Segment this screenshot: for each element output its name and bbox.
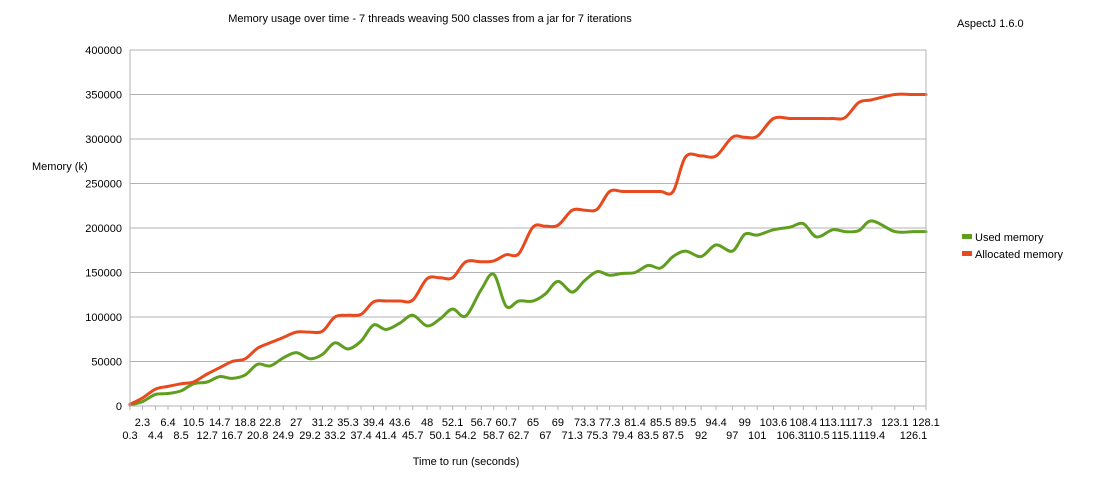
x-tick-label: 6.4 xyxy=(160,417,175,429)
chart-title: Memory usage over time - 7 threads weavi… xyxy=(228,13,632,25)
legend: Used memory Allocated memory xyxy=(962,232,1064,261)
x-tick-label: 18.8 xyxy=(235,417,256,429)
x-tick-label: 60.7 xyxy=(495,417,516,429)
x-tick-label: 8.5 xyxy=(173,430,188,442)
x-tick-label: 117.3 xyxy=(845,417,872,429)
y-tick-label: 250000 xyxy=(85,179,122,191)
x-tick-label: 92 xyxy=(695,430,707,442)
x-tick-label: 113.1 xyxy=(819,417,846,429)
x-tick-label: 62.7 xyxy=(508,430,529,442)
x-axis-ticks: 0.3 4.4 8.5 12.7 16.7 20.8 24.9 29.2 33.2 37.4 41.… xyxy=(122,406,940,442)
x-tick-label: 33.2 xyxy=(324,430,345,442)
x-tick-label: 75.3 xyxy=(586,430,607,442)
y-tick-label: 150000 xyxy=(85,268,122,280)
legend-swatch-allocated-memory xyxy=(962,251,972,256)
grid-lines xyxy=(130,49,926,407)
x-tick-label: 39.4 xyxy=(363,417,384,429)
x-tick-label: 101 xyxy=(748,430,766,442)
x-tick-label: 79.4 xyxy=(612,430,633,442)
x-tick-label: 97 xyxy=(726,430,738,442)
y-tick-label: 400000 xyxy=(85,45,122,57)
legend-item-allocated-memory: Allocated memory xyxy=(962,249,1064,261)
y-axis-ticks: 0 50000 100000 150000 200000 250000 300000 3500… xyxy=(85,45,122,413)
x-tick-label: 54.2 xyxy=(455,430,476,442)
x-tick-label: 0.3 xyxy=(122,430,137,442)
x-tick-label: 103.6 xyxy=(760,417,788,429)
x-tick-label: 45.7 xyxy=(402,430,423,442)
x-tick-label: 81.4 xyxy=(624,417,645,429)
x-tick-label: 71.3 xyxy=(562,430,583,442)
y-tick-label: 200000 xyxy=(85,223,122,235)
plot-frame xyxy=(129,50,927,407)
y-tick-label: 50000 xyxy=(91,357,122,369)
x-tick-label: 58.7 xyxy=(483,430,504,442)
x-tick-label: 115.1 xyxy=(832,430,859,442)
legend-swatch-used-memory xyxy=(962,234,972,239)
x-tick-label: 2.3 xyxy=(135,417,150,429)
y-tick-label: 0 xyxy=(116,401,122,413)
x-tick-label: 35.3 xyxy=(337,417,358,429)
x-tick-label: 73.3 xyxy=(574,417,595,429)
x-tick-label: 14.7 xyxy=(209,417,230,429)
x-tick-label: 20.8 xyxy=(247,430,268,442)
y-axis-label: Memory (k) xyxy=(32,161,88,173)
x-tick-label: 85.5 xyxy=(650,417,671,429)
series-line-allocated-memory xyxy=(128,92,928,406)
series-lines xyxy=(128,92,928,407)
x-tick-label: 29.2 xyxy=(299,430,320,442)
x-tick-label: 89.5 xyxy=(675,417,696,429)
legend-label-used-memory: Used memory xyxy=(975,232,1044,244)
x-tick-label: 123.1 xyxy=(881,417,909,429)
x-tick-label: 67 xyxy=(539,430,551,442)
x-tick-label: 99 xyxy=(739,417,751,429)
x-tick-label: 128.1 xyxy=(912,417,940,429)
x-axis-label: Time to run (seconds) xyxy=(413,456,520,468)
x-tick-label: 41.4 xyxy=(375,430,396,442)
x-tick-label: 56.7 xyxy=(471,417,492,429)
x-tick-label: 4.4 xyxy=(148,430,163,442)
x-tick-label: 50.1 xyxy=(429,430,450,442)
x-tick-label: 12.7 xyxy=(197,430,218,442)
legend-label-allocated-memory: Allocated memory xyxy=(975,249,1064,261)
x-tick-label: 94.4 xyxy=(705,417,726,429)
x-tick-label: 27 xyxy=(290,417,302,429)
x-tick-label: 43.6 xyxy=(389,417,410,429)
series-line-used-memory xyxy=(128,219,928,407)
x-tick-label: 87.5 xyxy=(662,430,683,442)
y-tick-label: 350000 xyxy=(85,90,122,102)
x-tick-label: 16.7 xyxy=(221,430,242,442)
y-tick-label: 300000 xyxy=(85,134,122,146)
x-tick-label: 52.1 xyxy=(442,417,463,429)
x-tick-label: 119.4 xyxy=(858,430,885,442)
x-tick-label: 10.5 xyxy=(183,417,204,429)
x-tick-label: 126.1 xyxy=(900,430,928,442)
x-tick-label: 22.8 xyxy=(259,417,280,429)
x-tick-label: 108.4 xyxy=(790,417,818,429)
x-tick-label: 110.5 xyxy=(803,430,830,442)
y-tick-label: 100000 xyxy=(85,312,122,324)
version-annotation: AspectJ 1.6.0 xyxy=(957,18,1024,30)
x-tick-label: 48 xyxy=(421,417,433,429)
x-tick-label: 65 xyxy=(527,417,539,429)
x-tick-label: 31.2 xyxy=(312,417,333,429)
x-tick-label: 83.5 xyxy=(637,430,658,442)
x-tick-label: 77.3 xyxy=(599,417,620,429)
x-tick-label: 106.3 xyxy=(776,430,804,442)
x-tick-label: 24.9 xyxy=(273,430,294,442)
x-tick-label: 69 xyxy=(552,417,564,429)
x-tick-label: 37.4 xyxy=(350,430,371,442)
legend-item-used-memory: Used memory xyxy=(962,232,1044,244)
